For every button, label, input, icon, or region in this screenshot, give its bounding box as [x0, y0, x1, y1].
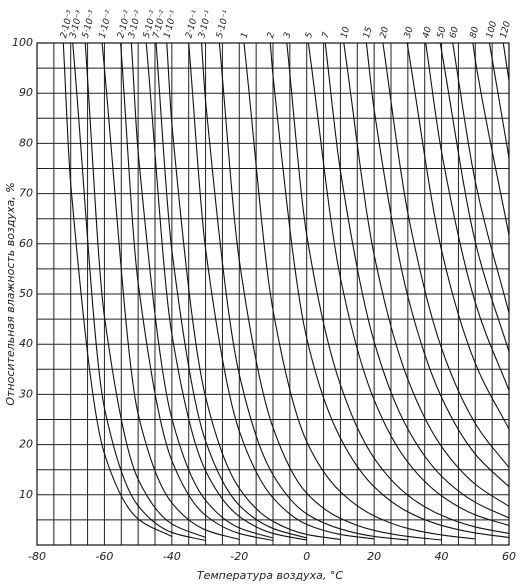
curve-label: 1·10⁻² — [98, 9, 115, 39]
y-tick-label: 50 — [19, 287, 33, 300]
curve-label: 40 — [421, 26, 434, 40]
curve — [155, 43, 307, 539]
curve-label: 20 — [379, 26, 392, 40]
y-tick-label: 30 — [19, 387, 33, 400]
x-tick-label: -80 — [28, 550, 46, 563]
y-tick-label: 60 — [19, 237, 33, 250]
curve-label: 7 — [321, 31, 332, 39]
y-tick-label: 70 — [19, 187, 33, 200]
curve-label: 15 — [362, 26, 375, 40]
curve — [307, 43, 509, 526]
curve — [166, 43, 341, 541]
curve — [439, 43, 509, 352]
y-tick-label: 20 — [19, 438, 33, 451]
curve — [425, 43, 509, 391]
curve — [72, 43, 206, 542]
y-tick-label: 100 — [12, 36, 33, 49]
curve — [343, 43, 509, 507]
y-tick-label: 80 — [19, 136, 33, 149]
curve-label: 80 — [469, 26, 482, 40]
curve — [286, 43, 509, 534]
curve-label: 2 — [266, 31, 277, 39]
curve — [488, 43, 509, 159]
curve-label: 30 — [403, 26, 416, 40]
curve — [502, 43, 509, 81]
x-tick-label: -40 — [163, 550, 181, 563]
x-tick-label: -20 — [230, 550, 248, 563]
curve — [218, 43, 442, 541]
x-tick-label: 20 — [367, 550, 381, 563]
curve-label: 5·10⁻¹ — [215, 9, 232, 39]
curve-label: 3 — [282, 31, 293, 39]
curve — [145, 43, 307, 541]
curve-label: 60 — [448, 26, 461, 40]
curve — [382, 43, 509, 469]
x-tick-label: 60 — [502, 550, 516, 563]
curve-label: 50 — [436, 26, 449, 40]
curve — [62, 43, 173, 537]
curve-label: 120 — [499, 20, 513, 39]
curve — [406, 43, 509, 430]
y-tick-label: 10 — [19, 488, 33, 501]
plot-frame — [36, 42, 510, 546]
curve — [472, 43, 509, 236]
x-axis-label: Температура воздуха, °С — [197, 569, 344, 582]
x-tick-label: -60 — [95, 550, 113, 563]
curve — [452, 43, 509, 314]
curve-label: 1 — [240, 31, 251, 39]
curve — [188, 43, 375, 540]
curve — [200, 43, 408, 541]
curve — [84, 43, 206, 538]
curve-label: 10 — [339, 26, 352, 40]
x-tick-label: 40 — [435, 550, 449, 563]
curve — [269, 43, 509, 539]
curves — [62, 43, 509, 542]
curve — [365, 43, 509, 488]
y-tick-label: 90 — [19, 86, 33, 99]
curve — [130, 43, 274, 539]
y-axis-label: Относительная влажность воздуха, % — [4, 182, 17, 405]
y-tick-label: 40 — [19, 337, 33, 350]
curve-label: 5 — [304, 31, 315, 39]
curve — [101, 43, 240, 541]
curve — [243, 43, 476, 540]
curve-label: 100 — [485, 20, 499, 39]
curve — [324, 43, 509, 519]
curve — [120, 43, 274, 542]
x-tick-label: 0 — [303, 550, 310, 563]
